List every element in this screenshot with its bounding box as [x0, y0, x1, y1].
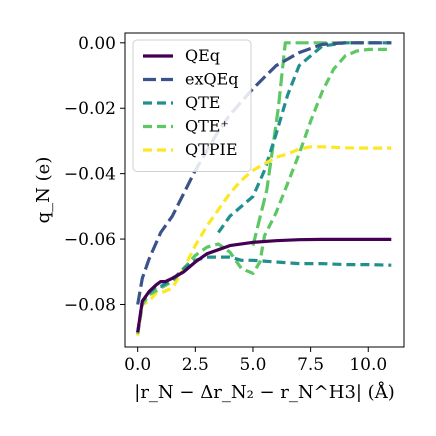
legend-label: QEq: [185, 46, 220, 65]
y-tick-label: −0.04: [64, 165, 116, 185]
y-tick-label: 0.00: [78, 34, 116, 54]
x-tick-label: 5.0: [239, 355, 266, 375]
legend-label: exQEq: [185, 70, 239, 89]
series-line-qte: [136, 47, 392, 335]
x-tick-label: 7.5: [297, 355, 324, 375]
y-tick-label: −0.02: [64, 99, 116, 119]
legend-label: QTPIE: [185, 140, 238, 159]
ticks: 0.0 2.5 5.0 7.5 10.0 0.00 −0.02 −0.04 −0.06 −0.08: [64, 34, 387, 375]
series-line-qte: [136, 255, 392, 333]
y-tick-label: −0.08: [64, 295, 116, 315]
x-tick-label: 10.0: [349, 355, 387, 375]
legend: QEq exQEq QTE QTE⁺ QTPIE: [132, 39, 252, 172]
x-tick-label: 2.5: [182, 355, 209, 375]
axes-frame: [124, 32, 405, 348]
x-tick-label: 0.0: [124, 355, 151, 375]
x-axis-label: |r_N − Δr_N₂ − r_N^H3| (Å): [134, 381, 394, 403]
series-line-qeq: [136, 237, 392, 333]
y-axis-label: q_N (e): [33, 157, 54, 224]
series-line-qte-upper-branch: [217, 41, 392, 234]
legend-box: [132, 39, 252, 172]
legend-label: QTE: [185, 93, 220, 112]
series-line-qtpie: [136, 145, 392, 336]
legend-label: QTE⁺: [185, 117, 229, 136]
y-tick-label: −0.06: [64, 230, 116, 250]
